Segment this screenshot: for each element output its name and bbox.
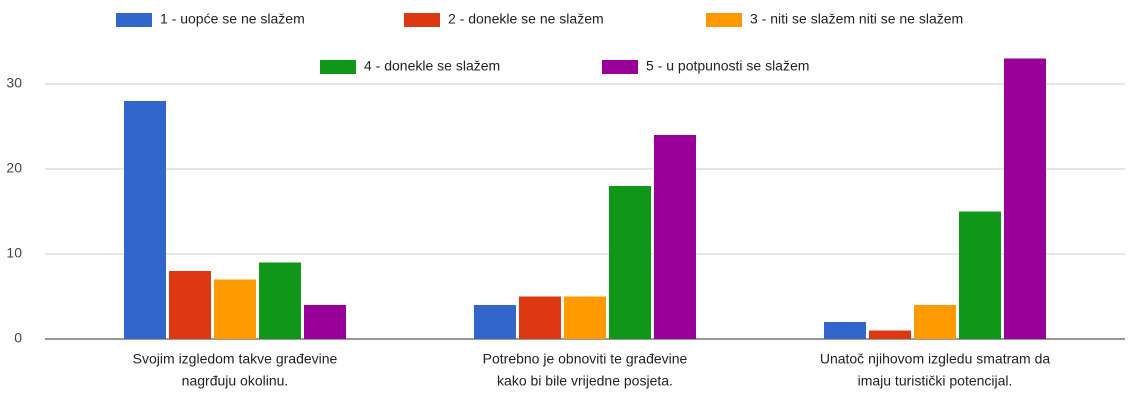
x-tick-label: kako bi bile vrijedne posjeta. bbox=[497, 373, 673, 389]
y-tick-label: 20 bbox=[6, 160, 22, 176]
bar bbox=[959, 211, 1001, 339]
legend-label: 5 - u potpunosti se slažem bbox=[646, 58, 809, 74]
bar bbox=[474, 305, 516, 339]
legend-swatch bbox=[116, 13, 152, 27]
x-tick-label: Potrebno je obnoviti te građevine bbox=[483, 351, 688, 367]
legend-swatch bbox=[320, 60, 356, 74]
y-tick-label: 0 bbox=[14, 330, 22, 346]
bar bbox=[259, 262, 301, 339]
legend-swatch bbox=[602, 60, 638, 74]
bar bbox=[169, 271, 211, 339]
bar bbox=[914, 305, 956, 339]
legend-swatch bbox=[404, 13, 440, 27]
x-tick-label: nagrđuju okolinu. bbox=[182, 373, 289, 389]
bar bbox=[304, 305, 346, 339]
bar bbox=[519, 296, 561, 339]
bar bbox=[869, 330, 911, 339]
legend-label: 1 - uopće se ne slažem bbox=[160, 11, 305, 27]
legend-label: 2 - donekle se ne slažem bbox=[448, 11, 604, 27]
bar bbox=[124, 101, 166, 339]
bar bbox=[564, 296, 606, 339]
legend-label: 4 - donekle se slažem bbox=[364, 58, 500, 74]
bar bbox=[654, 135, 696, 339]
bar bbox=[214, 279, 256, 339]
legend-label: 3 - niti se slažem niti se ne slažem bbox=[750, 11, 963, 27]
x-tick-label: Unatoč njihovom izgledu smatram da bbox=[820, 351, 1051, 367]
bar bbox=[609, 186, 651, 339]
bar bbox=[824, 322, 866, 339]
bar bbox=[1004, 58, 1046, 339]
x-tick-label: imaju turistički potencijal. bbox=[858, 373, 1013, 389]
x-tick-label: Svojim izgledom takve građevine bbox=[133, 351, 338, 367]
y-tick-label: 30 bbox=[6, 75, 22, 91]
y-tick-label: 10 bbox=[6, 245, 22, 261]
legend-swatch bbox=[706, 13, 742, 27]
